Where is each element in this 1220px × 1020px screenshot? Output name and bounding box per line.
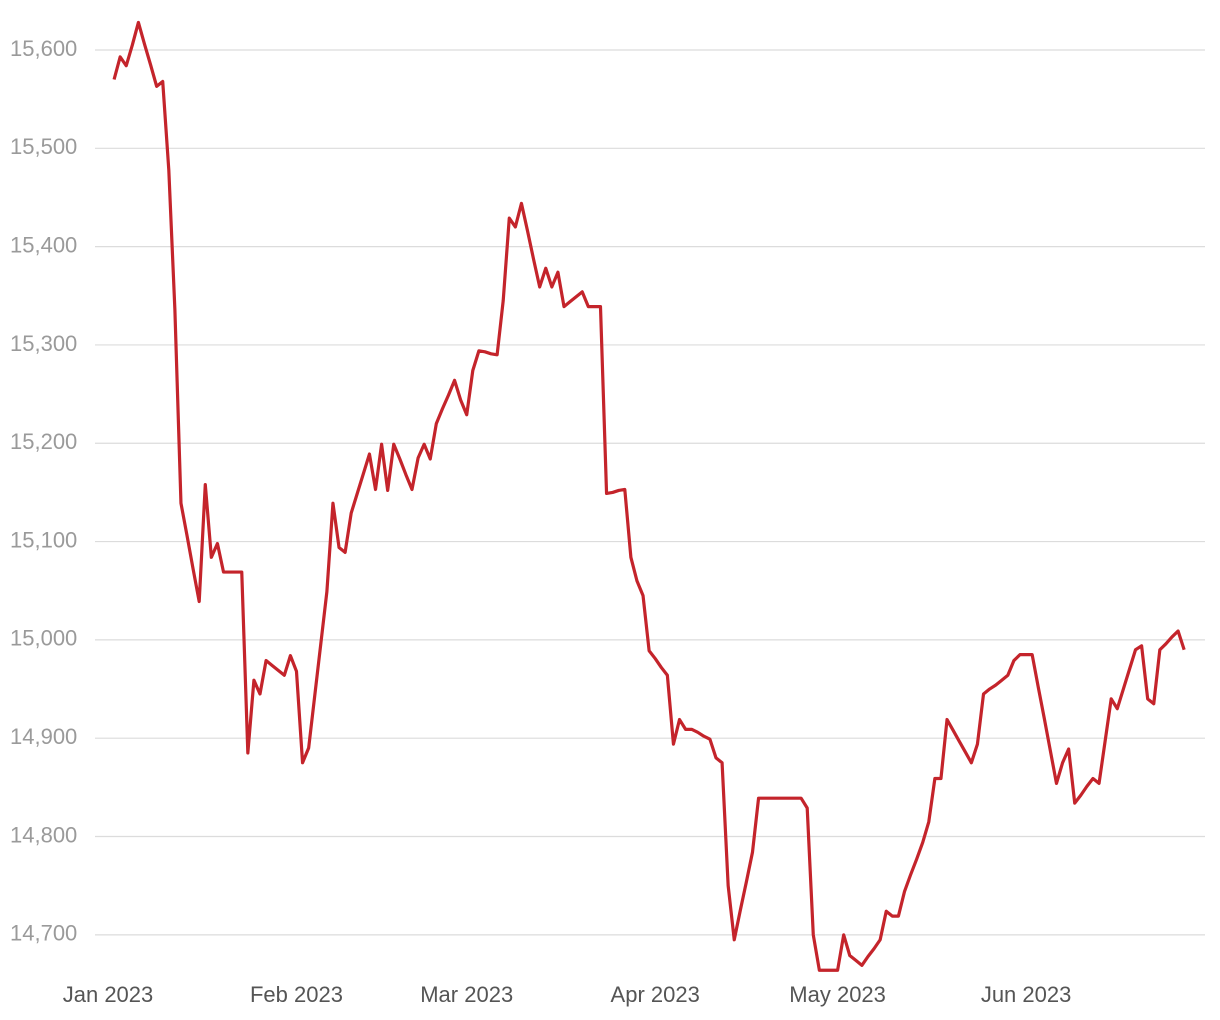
y-tick-label: 15,000 — [10, 626, 77, 651]
y-tick-label: 15,100 — [10, 527, 77, 552]
x-tick-label: Jan 2023 — [63, 982, 154, 1007]
y-tick-label: 15,500 — [10, 134, 77, 159]
y-tick-label: 14,800 — [10, 822, 77, 847]
y-tick-label: 14,700 — [10, 921, 77, 946]
y-tick-label: 15,400 — [10, 232, 77, 257]
y-tick-label: 15,200 — [10, 429, 77, 454]
x-tick-label: Feb 2023 — [250, 982, 343, 1007]
y-tick-label: 14,900 — [10, 724, 77, 749]
x-tick-label: Mar 2023 — [420, 982, 513, 1007]
y-tick-label: 15,300 — [10, 331, 77, 356]
x-tick-label: Jun 2023 — [981, 982, 1072, 1007]
y-tick-label: 15,600 — [10, 36, 77, 61]
x-tick-label: Apr 2023 — [611, 982, 700, 1007]
line — [112, 20, 1186, 972]
x-tick-label: May 2023 — [789, 982, 886, 1007]
